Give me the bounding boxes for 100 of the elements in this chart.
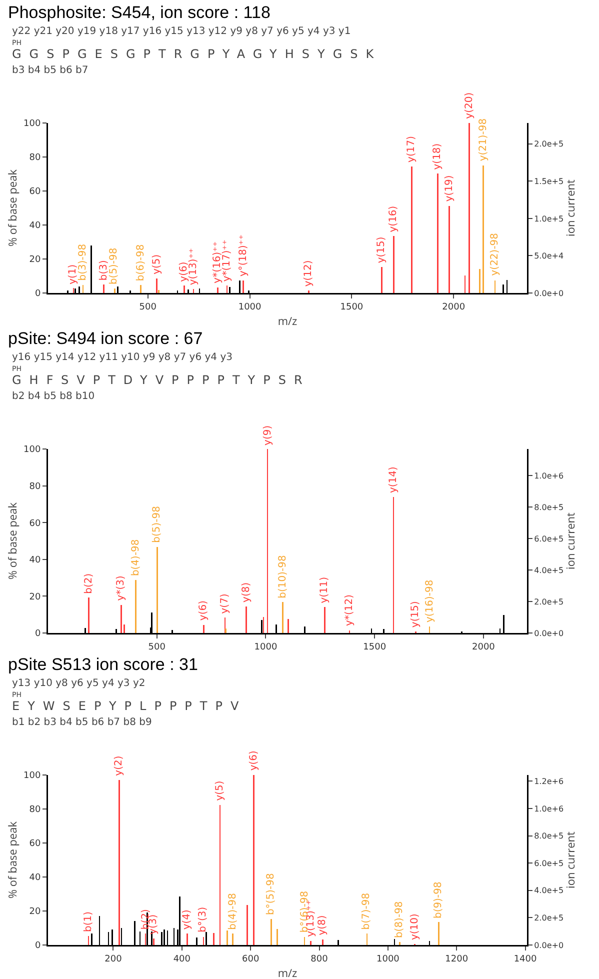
x-tick-label: 1000 — [376, 954, 400, 964]
annotation: y(4) — [181, 909, 192, 930]
y-tick-label: 60 — [29, 839, 41, 850]
x-tick-label: 200 — [104, 954, 122, 964]
y-axis-title: % of base peak — [5, 169, 20, 247]
annotation: b(2) — [84, 573, 95, 594]
y2-axis-title: ion current — [564, 180, 579, 236]
y-tick-label: 0 — [34, 629, 41, 640]
annotation: y(5) — [214, 780, 226, 801]
x-tick-label: 1500 — [340, 302, 364, 312]
annotation: y(6) — [178, 262, 190, 282]
y2-tick-label: 8.0e+5 — [534, 502, 564, 512]
annotation: y(6) — [248, 750, 260, 771]
annotation: b°(3) — [198, 906, 209, 932]
y2-tick-label: 2.0e+5 — [534, 140, 564, 149]
annotation: b(1) — [83, 911, 94, 932]
annotation: b(7)-98 — [361, 892, 372, 930]
annotation: y(13)⁺⁺ — [188, 248, 199, 286]
x-tick-label: 1500 — [363, 642, 386, 652]
annotation: b(3) — [98, 260, 110, 281]
annotation: y*(16)⁺⁺ — [212, 241, 224, 284]
text: GHFSVPTDYVPPPPTYPSR — [12, 373, 310, 387]
annotation: y(21)-98 — [478, 118, 490, 162]
y-tick-label: 100 — [24, 119, 41, 130]
annotation: y(16)-98 — [424, 580, 436, 623]
y-tick-label: 40 — [29, 873, 41, 884]
y-tick-label: 20 — [29, 255, 41, 266]
annotation: b°(5)-98 — [265, 873, 276, 916]
y2-tick-label: 0.0e+0 — [534, 940, 564, 950]
text: EYWSEPYPLPPPTPV — [12, 699, 247, 713]
annotation: y(16) — [388, 206, 400, 232]
text: y13 y10 y8 y6 y5 y4 y3 y2 — [12, 678, 146, 689]
y2-tick-label: 0.0e+0 — [534, 628, 564, 638]
annotation: y(12) — [303, 260, 314, 287]
y2-tick-label: 4.0e+5 — [534, 566, 564, 575]
text: y16 y15 y14 y12 y11 y10 y9 y8 y7 y6 y4 y3 — [12, 352, 233, 363]
annotation: y°(18)⁺⁺ — [238, 234, 250, 277]
annotation: b(8)-98 — [394, 901, 406, 938]
y-tick-label: 20 — [29, 907, 41, 918]
y-axis-title: % of base peak — [5, 502, 20, 580]
x-axis-title: m/z — [278, 966, 298, 979]
y2-tick-label: 6.0e+5 — [534, 534, 564, 544]
text: y22 y21 y20 y19 y18 y17 y16 y15 y13 y12 y9 y8 y7 y6 y5 y4 y3 y1 — [12, 26, 351, 37]
x-tick-label: 500 — [148, 642, 166, 652]
x-tick-label: 1200 — [445, 954, 468, 964]
chart-title: pSite: S494 ion score : 67 — [8, 329, 203, 348]
annotation: y(5) — [151, 254, 162, 274]
annotation: y(15) — [410, 601, 421, 628]
x-tick-label: 400 — [173, 954, 191, 964]
y2-tick-label: 1.0e+6 — [534, 804, 564, 814]
y2-tick-label: 5.0e+4 — [534, 252, 564, 261]
y2-tick-label: 1.0e+6 — [534, 472, 564, 481]
annotation: y(18) — [432, 143, 444, 170]
text: b1 b2 b3 b4 b5 b6 b7 b8 b9 — [12, 717, 152, 728]
annotation: y(11) — [319, 576, 330, 604]
annotation: y(8) — [317, 915, 328, 936]
annotation: y(7) — [219, 594, 230, 614]
annotation: b(5)-98 — [108, 248, 120, 285]
annotation: y(14) — [388, 466, 400, 494]
annotation: y(19) — [444, 175, 456, 202]
text: GGSPGESGPTRGPYAGYHSYGSK — [12, 47, 382, 61]
y2-tick-label: 6.0e+5 — [534, 858, 564, 868]
x-tick-label: 2000 — [442, 302, 466, 312]
y2-tick-label: 0.0e+0 — [534, 288, 564, 298]
y-tick-label: 40 — [29, 556, 41, 566]
annotation: y*(17)⁺⁺ — [221, 240, 232, 282]
y2-tick-label: 4.0e+5 — [534, 886, 564, 896]
annotation: y(1) — [68, 264, 79, 284]
y-tick-label: 40 — [29, 221, 41, 232]
annotation: y(8) — [240, 582, 252, 602]
y-tick-label: 80 — [29, 153, 41, 164]
y2-axis-title: ion current — [564, 832, 579, 888]
text: b3 b4 b5 b6 b7 — [12, 65, 88, 76]
annotation: b(3)-98 — [77, 244, 88, 281]
y2-tick-label: 2.0e+5 — [534, 913, 564, 922]
y2-tick-label: 1.2e+6 — [534, 776, 564, 786]
x-tick-label: 2000 — [472, 642, 496, 652]
annotation: b(10)-98 — [278, 555, 289, 598]
y-axis-title: % of base peak — [5, 821, 20, 899]
y2-tick-label: 2.0e+5 — [534, 597, 564, 606]
x-tick-label: 1000 — [254, 642, 278, 652]
annotation: y(6) — [198, 600, 209, 621]
annotation: b(6)-98 — [135, 244, 146, 282]
y-tick-label: 100 — [24, 771, 41, 782]
annotation: b(9)-98 — [433, 882, 444, 918]
annotation: b(4)-98 — [228, 892, 239, 930]
annotation: y(10) — [409, 913, 420, 940]
y-tick-label: 60 — [29, 187, 41, 198]
y-tick-label: 60 — [29, 518, 41, 529]
y-tick-label: 0 — [34, 941, 41, 952]
annotation: y*(12) — [344, 594, 356, 626]
y-tick-label: 80 — [29, 482, 41, 492]
x-tick-label: 1000 — [238, 302, 262, 312]
annotation: y*(3) — [116, 576, 127, 601]
annotation: y(9) — [262, 425, 274, 446]
annotation: y(2) — [113, 756, 124, 776]
annotation: b(4)-98 — [130, 539, 142, 576]
x-tick-label: 1400 — [514, 954, 538, 964]
x-tick-label: 800 — [310, 954, 328, 964]
y2-tick-label: 8.0e+5 — [534, 832, 564, 841]
